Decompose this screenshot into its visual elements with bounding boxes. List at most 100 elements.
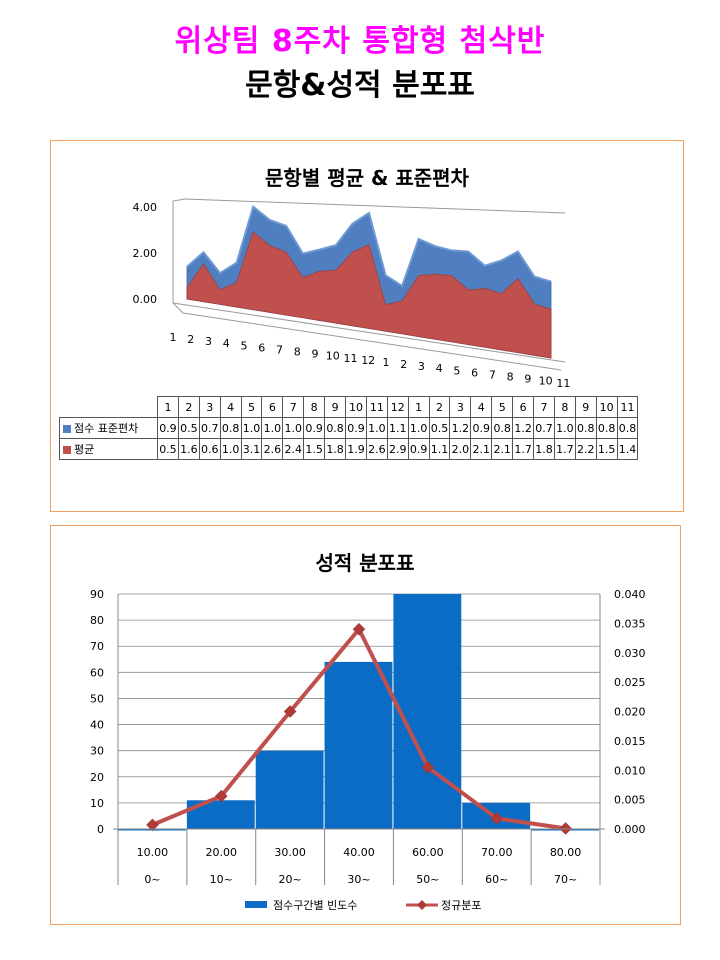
stddev-area-top-edge xyxy=(186,204,552,288)
table-header-cell: 4 xyxy=(470,396,493,418)
normal-distribution-point xyxy=(283,705,297,718)
table-row-label: 평균 xyxy=(59,438,158,460)
table-header-cell: 2 xyxy=(428,396,451,418)
table-header-cell: 11 xyxy=(365,396,388,418)
x-sub-tick-label: 10~ xyxy=(210,873,233,886)
area-x-tick-label: 5 xyxy=(240,339,247,352)
histogram-title: 성적 분포표 xyxy=(316,551,415,575)
area-y-tick-label: 4.00 xyxy=(133,201,158,214)
table-cell: 2.9 xyxy=(386,438,409,460)
table-cell: 0.7 xyxy=(533,417,555,439)
left-y-tick-label: 80 xyxy=(90,614,104,627)
table-cell: 1.0 xyxy=(365,417,388,439)
table-header-cell: 1 xyxy=(407,396,430,418)
stddev-legend-label: 점수 표준편차 xyxy=(74,422,139,435)
table-header-cell: 4 xyxy=(219,396,242,418)
table-cell: 0.8 xyxy=(324,417,347,439)
area-x-tick-label: 2 xyxy=(400,358,407,371)
left-y-tick-label: 30 xyxy=(90,745,104,758)
page-subtitle: 문항&성적 분포표 xyxy=(245,68,475,103)
table-cell: 2.0 xyxy=(449,438,472,460)
table-cell: 1.2 xyxy=(449,417,472,439)
left-y-tick-label: 40 xyxy=(90,719,104,732)
area-x-tick-label: 4 xyxy=(436,362,443,375)
normal-distribution-point xyxy=(352,622,366,636)
table-cell: 0.7 xyxy=(198,417,221,439)
left-y-tick-label: 70 xyxy=(90,640,104,653)
left-y-tick-label: 60 xyxy=(90,666,104,679)
area-x-tick-label: 11 xyxy=(556,377,570,390)
x-tick-label: 40.00 xyxy=(343,846,375,859)
left-y-tick-label: 0 xyxy=(97,823,104,836)
right-y-tick-label: 0.010 xyxy=(614,764,646,777)
table-cell: 1.0 xyxy=(240,417,263,439)
normal-distribution-point xyxy=(146,818,159,832)
table-cell: 2.4 xyxy=(282,438,305,460)
table-cell: 0.8 xyxy=(595,417,618,439)
table-cell: 0.9 xyxy=(157,417,179,439)
area-x-tick-label: 6 xyxy=(258,341,265,354)
table-cell: 1.2 xyxy=(512,417,535,439)
table-cell: 1.7 xyxy=(512,438,535,460)
left-y-tick-label: 20 xyxy=(90,771,104,784)
bar-legend-swatch xyxy=(245,901,267,908)
area-x-tick-label: 10 xyxy=(539,375,553,388)
right-y-tick-label: 0.035 xyxy=(614,617,646,630)
histogram-bar xyxy=(393,594,462,829)
area-floor-side xyxy=(172,302,184,314)
line-legend-label: 정규분포 xyxy=(441,899,481,912)
area-x-tick-label: 7 xyxy=(276,343,283,356)
table-cell: 2.1 xyxy=(491,438,514,460)
table-cell: 1.1 xyxy=(428,438,451,460)
table-header-cell: 8 xyxy=(303,396,326,418)
right-y-tick-label: 0.040 xyxy=(614,588,646,601)
x-sub-tick-label: 20~ xyxy=(279,873,302,886)
table-cell: 1.0 xyxy=(219,438,242,460)
line-legend-marker xyxy=(417,900,427,910)
area-x-tick-label: 3 xyxy=(418,360,425,373)
right-y-tick-label: 0.005 xyxy=(614,794,646,807)
table-cell: 1.0 xyxy=(407,417,430,439)
x-sub-tick-label: 0~ xyxy=(144,873,160,886)
right-y-tick-label: 0.020 xyxy=(614,706,646,719)
area-chart: 문항별 평균 & 표준편차 0.002.004.00 1 2 3 4 5 6 7 8 9 10 11… xyxy=(133,166,571,390)
x-tick-label: 80.00 xyxy=(550,846,582,859)
table-cell: 2.6 xyxy=(261,438,284,460)
stddev-legend-swatch xyxy=(63,425,71,433)
table-cell: 0.8 xyxy=(574,417,597,439)
table-cell: 0.8 xyxy=(491,417,514,439)
table-header-cell: 1 xyxy=(157,396,179,418)
area-floor-edge xyxy=(172,302,566,363)
table-header-cell: 9 xyxy=(324,396,347,418)
area-x-tick-label: 8 xyxy=(507,371,514,384)
x-sub-tick-label: 60~ xyxy=(485,873,508,886)
table-header-cell: 6 xyxy=(261,396,284,418)
table-header-cell: 3 xyxy=(449,396,472,418)
area-x-tick-label: 1 xyxy=(170,331,177,344)
table-cell: 0.8 xyxy=(219,417,242,439)
area-x-tick-label: 8 xyxy=(294,346,301,359)
area-gridline-top xyxy=(184,198,566,214)
area-x-tick-label: 9 xyxy=(524,373,531,386)
page-title: 위상팀 8주차 통합형 첨삭반 xyxy=(174,24,546,59)
area-x-tick-label: 7 xyxy=(489,368,496,381)
x-tick-label: 60.00 xyxy=(412,846,444,859)
left-y-tick-label: 90 xyxy=(90,588,104,601)
area-y-tick-label: 2.00 xyxy=(133,247,158,260)
area-chart-title: 문항별 평균 & 표준편차 xyxy=(265,166,470,190)
area-back-wall xyxy=(172,198,186,303)
histogram-bar xyxy=(324,661,393,829)
normal-distribution-point xyxy=(214,789,228,803)
area-floor-front xyxy=(182,312,562,371)
table-cell: 0.8 xyxy=(616,417,639,439)
table-header-cell: 10 xyxy=(595,396,618,418)
x-sub-tick-label: 30~ xyxy=(347,873,370,886)
table-cell: 1.4 xyxy=(616,438,639,460)
table-header-cell: 7 xyxy=(282,396,305,418)
area-x-tick-label: 2 xyxy=(187,333,194,346)
left-y-tick-label: 10 xyxy=(90,797,104,810)
table-header-cell: 9 xyxy=(574,396,597,418)
table-cell: 2.6 xyxy=(365,438,388,460)
table-cell: 1.0 xyxy=(282,417,305,439)
table-cell: 0.5 xyxy=(157,438,179,460)
